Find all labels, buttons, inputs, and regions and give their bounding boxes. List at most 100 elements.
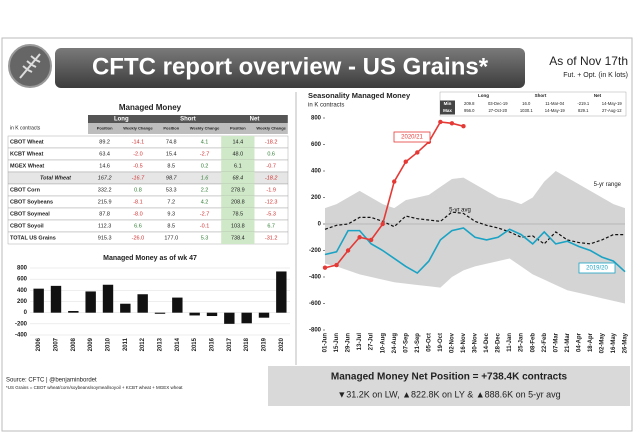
cell: 63.4 — [99, 151, 110, 157]
series-label-box — [393, 131, 431, 143]
summary-detail: ▼31.2K on LW, ▲822.8K on LY & ▲888.6K on… — [337, 389, 560, 399]
minmax-cell: 16.0 — [522, 101, 531, 106]
minmax-cell: -219.1 — [577, 101, 590, 106]
bar — [50, 285, 62, 313]
net-cell — [221, 136, 255, 148]
minmax-group: Net — [594, 93, 602, 98]
series-marker — [368, 237, 374, 243]
x-tick-label: 2013 — [158, 337, 164, 351]
cell: 68.4 — [232, 175, 243, 181]
series-marker — [357, 235, 362, 240]
net-cell — [221, 220, 255, 232]
net-cell — [221, 148, 255, 160]
net-cell — [221, 196, 255, 208]
cell: 53.3 — [166, 187, 177, 193]
x-tick-label: 2015 — [192, 337, 198, 351]
sub-header: Weekly Change — [256, 126, 286, 131]
x-tick-label: 2017 — [227, 337, 233, 351]
x-tick-label: 04-Apr — [576, 332, 582, 352]
cell: 8.5 — [167, 163, 175, 169]
minmax-bg — [439, 91, 627, 117]
x-tick-label: 05-Oct — [426, 333, 432, 352]
x-tick-label: 16-May — [611, 332, 617, 353]
group-header: Short — [180, 117, 196, 123]
y-tick-label: 800 — [311, 116, 322, 122]
row-name: CBOT Wheat — [10, 139, 44, 145]
table-unit: in K contracts — [10, 125, 41, 131]
bar — [68, 310, 79, 313]
cell: -5.3 — [266, 211, 275, 217]
cell: 1.6 — [201, 175, 210, 181]
y-tick-label: 200 — [311, 195, 322, 201]
x-tick-label: 29-Jun — [346, 333, 352, 353]
net-cell — [221, 160, 255, 172]
x-tick-label: 2020 — [279, 337, 285, 351]
minmax-group: Long — [478, 93, 489, 98]
cell: 6.1 — [234, 163, 242, 169]
x-tick-label: 24-Aug — [392, 333, 398, 354]
minmax-cell: 27-Aug-12 — [602, 108, 622, 113]
cell: 87.8 — [99, 211, 110, 217]
series-marker — [415, 150, 420, 155]
x-tick-label: 16-Nov — [461, 332, 467, 353]
y-tick-label: -600 — [309, 301, 322, 307]
x-tick-label: 2014 — [175, 337, 181, 351]
cell: 112.3 — [98, 223, 111, 229]
x-tick-label: 30-Nov — [473, 332, 479, 353]
minmax-cell: 14-May-19 — [545, 108, 566, 113]
cell: -1.9 — [266, 187, 275, 193]
x-tick-label: 2007 — [54, 337, 60, 351]
cell: -2.0 — [133, 151, 142, 157]
series-line — [324, 211, 625, 245]
cell: -8.1 — [133, 199, 142, 205]
table-head — [88, 115, 288, 123]
sub-header: Weekly Change — [190, 126, 220, 131]
cell: 7.2 — [167, 199, 175, 205]
row-name: KCBT Wheat — [10, 151, 43, 157]
series-marker — [449, 121, 455, 126]
series-marker — [322, 265, 328, 270]
row-name: MGEX Wheat — [10, 163, 44, 169]
x-tick-label: 18-Apr — [588, 332, 594, 352]
cell: 0.8 — [134, 187, 142, 193]
x-tick-label: 2016 — [210, 337, 216, 351]
bar — [189, 312, 200, 316]
series-marker — [403, 159, 408, 164]
cell: -12.3 — [265, 199, 278, 205]
series-line — [324, 227, 626, 275]
cell: -0.1 — [200, 223, 209, 229]
x-tick-label: 21-Mar — [565, 332, 571, 352]
series-marker — [461, 124, 466, 129]
season-title: Seasonality Managed Money — [308, 91, 411, 100]
net-cell — [221, 208, 255, 220]
row-name: CBOT Corn — [10, 187, 41, 193]
minmax-group: Short — [535, 93, 547, 98]
cell: -18.2 — [265, 175, 278, 181]
net-cell — [221, 232, 255, 244]
x-tick-label: 14-Dec — [484, 332, 490, 352]
row-name: CBOT Soymeal — [10, 211, 50, 217]
cell: -14.1 — [132, 139, 145, 145]
x-tick-label: 11-Jan — [507, 333, 513, 352]
cell: 98.7 — [166, 175, 178, 181]
cell: 738.4 — [231, 235, 245, 241]
source: Source: CFTC | @benjaminbordet — [6, 378, 97, 384]
x-tick-label: 2009 — [88, 337, 94, 351]
y-tick-label: 400 — [311, 169, 322, 175]
x-tick-label: 26-May — [623, 332, 629, 353]
y-tick-label: 0 — [24, 310, 28, 316]
cell: 4.1 — [201, 139, 209, 145]
minmax-cell: 03-Dec-19 — [488, 101, 508, 106]
cell: 6.6 — [134, 223, 142, 229]
bar — [172, 297, 183, 313]
sub-header: Position — [230, 126, 246, 131]
cell: -2.7 — [200, 211, 209, 217]
cell: 0.6 — [267, 151, 275, 157]
bar — [241, 312, 252, 324]
cell: 48.0 — [232, 151, 243, 157]
cell: 74.8 — [166, 139, 177, 145]
table-title: Managed Money — [119, 103, 182, 112]
bar — [33, 288, 44, 313]
sub-header: Position — [163, 126, 179, 131]
